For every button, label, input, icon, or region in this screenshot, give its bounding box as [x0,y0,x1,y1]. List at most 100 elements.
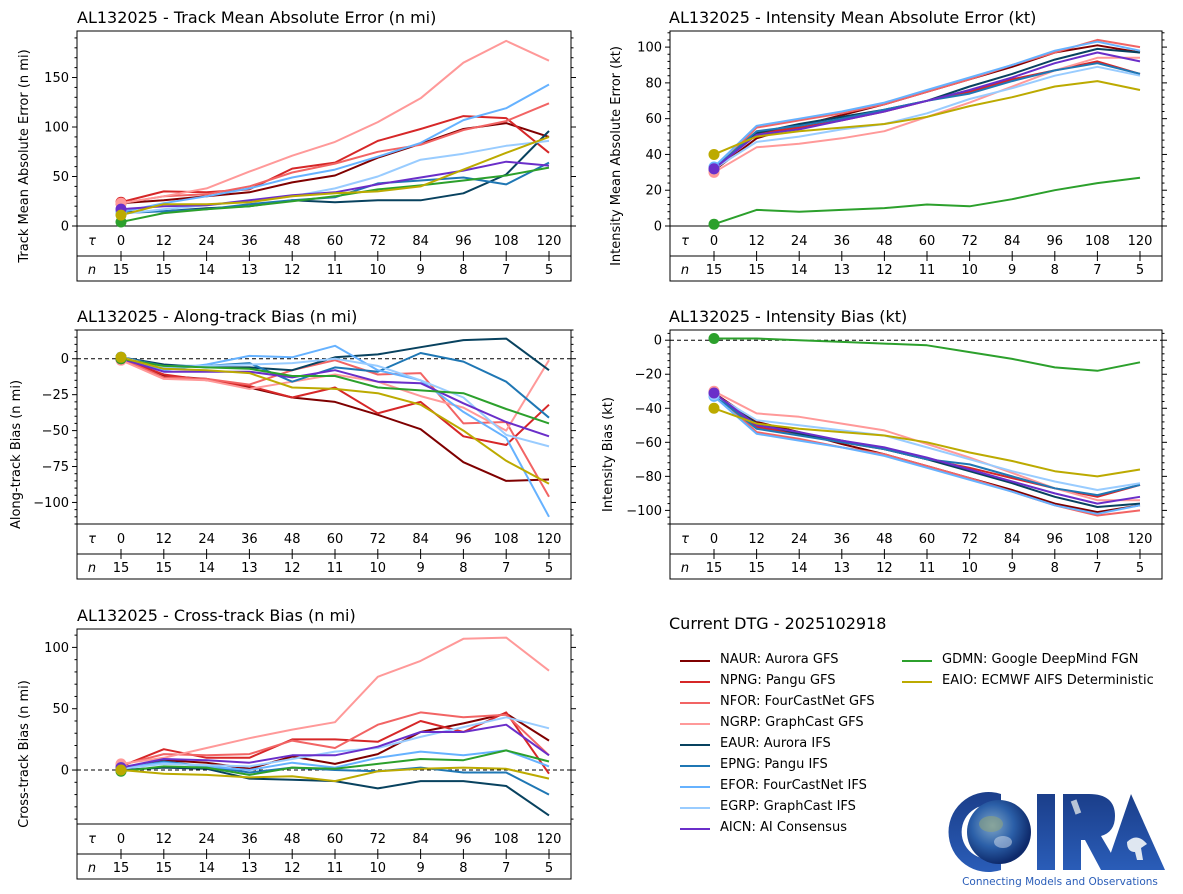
n-count-label: 9 [416,861,424,876]
series-line-naur [120,712,550,770]
x-tick-label: 120 [537,832,562,847]
n-count-label: 12 [876,561,893,576]
y-tick-label: 100 [44,121,69,136]
plot-frame [669,30,1163,282]
n-row-label: n [88,861,96,876]
n-count-label: 15 [156,561,173,576]
series-line-nfor [120,711,550,767]
series-line-aicn [713,51,1141,170]
n-count-label: 15 [706,561,723,576]
series-line-ngrp [120,39,550,205]
legend-label: NPNG: Pangu GFS [720,673,836,688]
x-tick-label: 12 [748,532,765,547]
n-count-label: 15 [156,263,173,278]
legend-label: AICN: AI Consensus [720,820,847,835]
plot-frame [76,30,572,282]
n-count-label: 5 [545,861,553,876]
n-count-label: 14 [198,861,215,876]
n-count-label: 7 [502,861,510,876]
x-tick-label: 96 [455,532,472,547]
n-count-label: 11 [327,861,344,876]
y-tick-label: −100 [33,496,69,511]
x-tick-label: 72 [370,234,387,249]
y-tick-label: 20 [645,184,662,199]
logo-letter-c [948,792,1001,872]
y-tick-label: −50 [42,424,69,439]
n-count-label: 7 [1093,263,1101,278]
legend-label: EAIO: ECMWF AIFS Deterministic [942,673,1154,688]
x-tick-label: 48 [284,832,301,847]
tau-row-label: τ [681,532,689,547]
x-tick-label: 108 [494,532,519,547]
initial-point-eaio [708,148,720,160]
legend-label: EGRP: GraphCast IFS [720,799,856,814]
y-axis-label: Cross-track Bias (n mi) [17,680,32,828]
y-axis-label: Track Mean Absolute Error (n mi) [17,49,32,263]
x-tick-label: 36 [834,234,851,249]
initial-point-aicn [708,387,720,399]
series-line-eaio [120,766,550,783]
x-tick-label: 84 [412,532,429,547]
x-tick-label: 84 [1004,532,1021,547]
series-line-ngrp [713,390,1140,502]
series-line-eaio [713,80,1141,156]
x-tick-label: 36 [241,832,258,847]
legend-label: EAUR: Aurora IFS [720,736,831,751]
tau-row-label: τ [88,832,96,847]
n-count-label: 12 [284,561,301,576]
x-tick-label: 0 [117,832,125,847]
y-tick-label: −40 [635,402,662,417]
y-tick-label: 40 [645,148,662,163]
x-tick-label: 84 [412,234,429,249]
x-tick-label: 48 [284,234,301,249]
y-tick-label: −60 [635,436,662,451]
n-count-label: 10 [370,861,387,876]
n-count-label: 13 [241,263,258,278]
n-row-label: n [681,561,689,576]
n-count-label: 5 [545,561,553,576]
legend-swatch [680,681,710,683]
n-count-label: 9 [1008,561,1016,576]
chart-intensity_bias: 0 −20 −40 −60 −80 −100 Intensity Bias (kt) τ 0 12… [601,329,1167,580]
y-tick-label: 0 [61,764,69,779]
x-tick-label: 0 [710,234,718,249]
legend-swatch [680,702,710,704]
x-tick-label: 48 [876,234,893,249]
n-count-label: 8 [459,861,467,876]
x-tick-label: 12 [156,532,173,547]
n-count-label: 8 [1051,561,1059,576]
series-line-aicn [120,723,550,769]
n-count-label: 15 [748,263,765,278]
series-line-nfor [713,392,1141,517]
n-row-label: n [88,561,96,576]
n-count-label: 9 [416,263,424,278]
legend-swatch [902,681,932,683]
y-tick-label: 0 [61,220,69,235]
n-count-label: 14 [198,561,215,576]
y-tick-label: 150 [44,71,69,86]
logo-letter-a [1105,794,1165,870]
y-tick-label: 80 [645,76,662,91]
series-line-aicn [120,357,550,438]
y-axis-label: Intensity Bias (kt) [601,397,616,512]
legend-swatch [680,744,710,746]
legend-label: GDMN: Google DeepMind FGN [942,652,1139,667]
series-line-nfor [120,357,550,498]
x-tick-label: 120 [1128,234,1153,249]
y-tick-label: 50 [52,170,69,185]
chart-title: AL132025 - Intensity Bias (kt) [669,307,908,326]
n-count-label: 8 [1051,263,1059,278]
n-count-label: 15 [113,861,130,876]
n-count-label: 12 [284,861,301,876]
n-count-label: 5 [1136,263,1144,278]
x-tick-label: 72 [961,532,978,547]
series-line-aicn [713,392,1141,505]
legend-label: EPNG: Pangu IFS [720,757,828,772]
y-tick-label: −75 [42,460,69,475]
x-tick-label: 96 [455,234,472,249]
chart-title: AL132025 - Along-track Bias (n mi) [77,307,358,326]
initial-point-gdmn [708,333,720,345]
y-tick-label: −25 [42,388,69,403]
n-row-label: n [681,263,689,278]
